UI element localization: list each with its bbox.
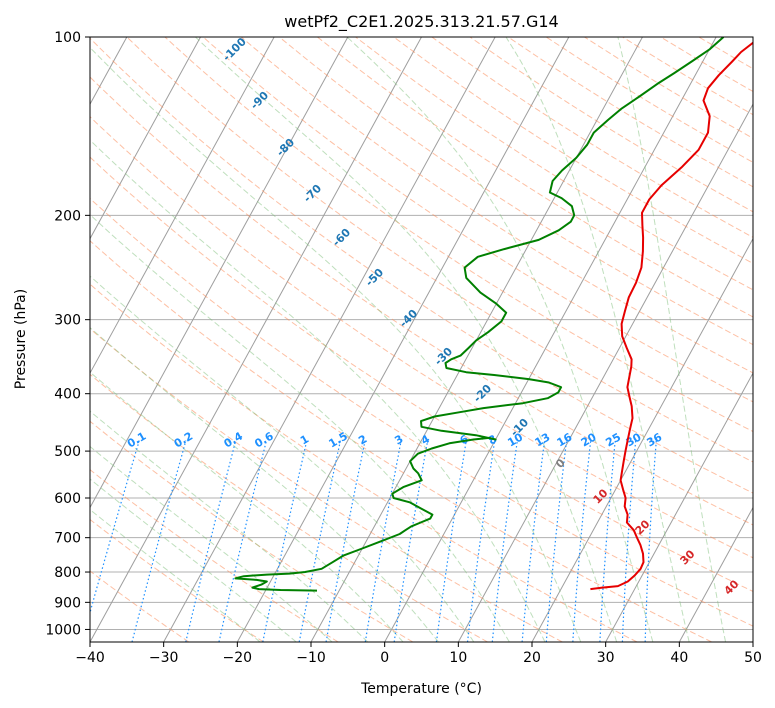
x-axis-ticks: −40 −30 −20 −10 0 10 20 30 40 50 — [75, 642, 762, 666]
x-tick-label: 0 — [380, 650, 389, 666]
mixing-ratio-line — [131, 440, 187, 642]
moist-adiabat-lines — [90, 37, 727, 642]
y-tick-label: 700 — [54, 531, 81, 547]
mixing-ratio-line — [435, 440, 467, 642]
y-tick-label: 500 — [54, 444, 81, 460]
isotherm-lines — [90, 37, 753, 642]
moist-adiabat-line — [90, 326, 439, 642]
x-tick-label: 40 — [670, 650, 688, 666]
mixing-ratio-line — [262, 440, 308, 642]
y-tick-label: 200 — [54, 208, 81, 224]
mixing-ratio-line — [298, 440, 341, 642]
moist-adiabat-line — [90, 371, 404, 642]
isotherm-line — [605, 372, 753, 642]
mixing-ratio-line — [325, 440, 366, 642]
mixing-ratio-line — [218, 440, 267, 642]
dry-adiabat-line — [90, 76, 753, 526]
mixing-ratio-line — [644, 440, 657, 642]
y-tick-label: 600 — [54, 491, 81, 507]
dry-adiabat-line — [240, 37, 753, 374]
x-tick-label: 10 — [449, 650, 467, 666]
dry-adiabat-line — [90, 420, 414, 642]
isotherm-line — [90, 37, 349, 509]
dry-adiabat-line — [90, 283, 638, 642]
dry-adiabat-line — [90, 156, 753, 593]
moist-adiabat-line — [90, 478, 297, 642]
mixing-ratio-line — [364, 440, 402, 642]
dry-adiabat-line — [90, 570, 190, 642]
y-tick-label: 800 — [54, 565, 81, 581]
y-axis-label: Pressure (hPa) — [13, 289, 29, 389]
mixing-ratio-line — [185, 440, 237, 642]
plot-frame — [89, 36, 754, 643]
dewpoint-line — [234, 37, 725, 592]
moist-adiabat-line — [90, 139, 546, 642]
moist-adiabat-line — [90, 509, 261, 642]
moist-adiabat-line — [90, 445, 333, 642]
y-tick-label: 100 — [54, 30, 81, 46]
mixing-ratio-line — [90, 440, 140, 615]
dry-adiabat-line — [90, 518, 264, 642]
isotherm-line — [90, 37, 422, 642]
x-tick-label: 20 — [523, 650, 541, 666]
dry-adiabat-line — [90, 469, 339, 642]
mixing-ratio-line — [491, 440, 518, 642]
isotherm-line — [236, 37, 570, 642]
mixing-ratio-line — [393, 440, 429, 642]
y-tick-label: 400 — [54, 387, 81, 403]
mixing-ratio-lines — [90, 440, 657, 642]
isotherm-line — [90, 37, 275, 375]
y-axis-ticks: 100 200 300 400 500 600 700 800 900 1000 — [45, 30, 90, 638]
x-tick-label: −30 — [149, 650, 179, 666]
sounding-series — [234, 37, 753, 592]
isotherm-line — [678, 506, 753, 642]
chart-title: wetPf2_C2E1.2025.313.21.57.G14 — [284, 12, 558, 32]
moist-adiabat-line — [90, 213, 510, 642]
x-axis-label: Temperature (°C) — [360, 681, 482, 697]
dry-adiabat-line — [90, 116, 753, 559]
y-tick-label: 1000 — [45, 622, 81, 638]
dry-adiabat-line — [90, 373, 488, 642]
x-tick-label: 30 — [597, 650, 615, 666]
dry-adiabat-line — [164, 37, 753, 433]
mixing-ratio-line — [572, 440, 592, 642]
isotherm-line — [90, 37, 201, 240]
mixing-ratio-line — [621, 440, 637, 642]
x-tick-label: −10 — [296, 650, 326, 666]
dry-adiabat-line — [90, 37, 753, 494]
moist-adiabat-line — [90, 46, 582, 642]
mixing-ratio-line — [545, 440, 568, 642]
y-tick-label: 300 — [54, 313, 81, 329]
pressure-gridlines — [90, 37, 753, 630]
moist-adiabat-line — [617, 37, 727, 642]
isotherm-line — [531, 237, 753, 642]
isotherm-line — [163, 37, 496, 642]
dry-adiabat-line — [90, 197, 753, 627]
x-tick-label: 50 — [744, 650, 762, 666]
y-tick-label: 900 — [54, 595, 81, 611]
isotherm-line — [384, 37, 717, 642]
x-tick-label: −20 — [223, 650, 253, 666]
dry-adiabat-lines — [90, 37, 753, 642]
temperature-line — [590, 41, 753, 591]
moist-adiabat-line — [90, 275, 475, 642]
mixing-ratio-line — [466, 440, 496, 642]
dry-adiabat-line — [317, 37, 753, 318]
moist-adiabat-line — [505, 37, 690, 642]
x-tick-label: −40 — [75, 650, 105, 666]
mixing-ratio-line — [599, 440, 616, 642]
moist-adiabat-line — [195, 37, 618, 642]
moist-adiabat-line — [346, 37, 654, 642]
mixing-ratio-line — [521, 440, 546, 642]
dry-adiabat-line — [90, 240, 712, 642]
